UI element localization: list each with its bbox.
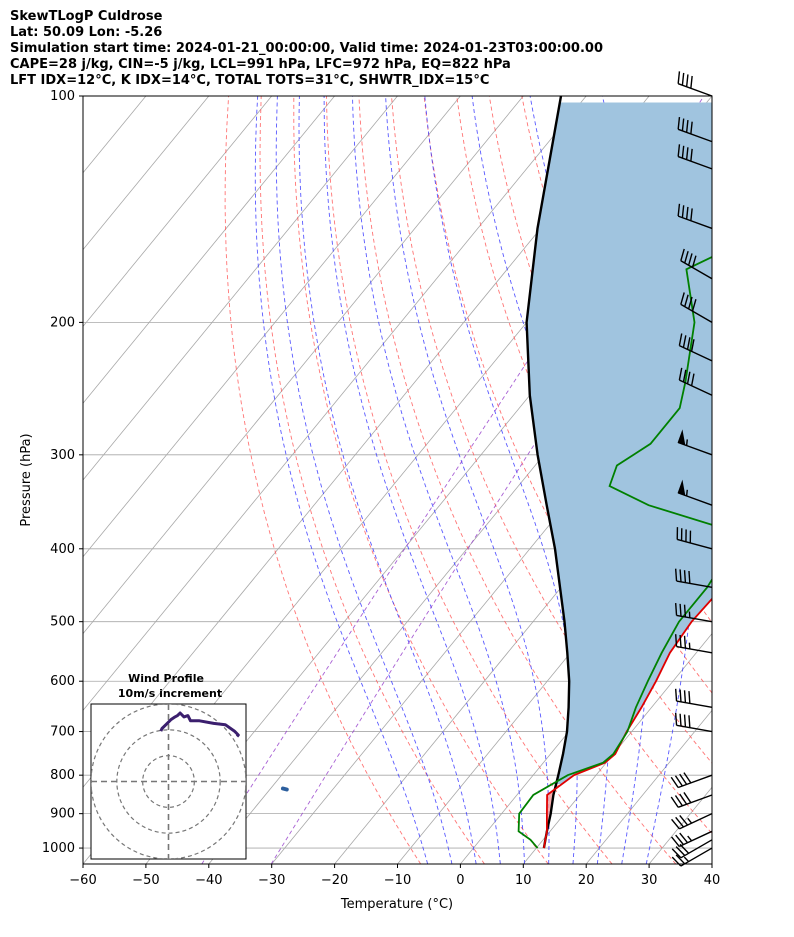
wind-barb xyxy=(676,527,713,550)
wind-barb xyxy=(677,71,713,97)
cin-area xyxy=(543,784,561,849)
dry-adiabat-line xyxy=(423,96,712,764)
index-line: LFT IDX=12°C, K IDX=14°C, TOTAL TOTS=31°… xyxy=(10,73,490,88)
hodograph-plot xyxy=(91,704,246,859)
isotherm-line xyxy=(83,96,273,328)
y-tick-label: 800 xyxy=(50,768,75,783)
dry-adiabat-line xyxy=(391,96,712,835)
axis-ticks: −60 −50 −40 −30 −20 −10 0 10 20 30 40 1000 900 800 700… xyxy=(42,89,720,888)
moist-adiabat-line xyxy=(254,96,429,864)
isotherm-line xyxy=(83,96,587,712)
wind-barb xyxy=(671,813,713,830)
isotherm-line xyxy=(711,863,712,864)
wind-barb xyxy=(671,847,713,867)
isotherm-line xyxy=(83,96,524,635)
time-line: Simulation start time: 2024-01-21_00:00:… xyxy=(10,41,603,56)
wind-barb xyxy=(674,568,713,588)
hodograph-subtitle: 10m/s increment xyxy=(118,687,222,700)
isotherm-line xyxy=(208,248,712,864)
isotherm-line xyxy=(522,632,712,864)
wind-barb xyxy=(677,116,713,143)
x-tick-label: −60 xyxy=(69,873,96,888)
y-tick-label: 100 xyxy=(50,89,75,104)
wind-barb xyxy=(678,333,713,362)
chart-title: SkewTLogP Culdrose xyxy=(10,9,163,24)
y-tick-label: 1000 xyxy=(42,841,75,856)
profile-lines xyxy=(517,96,712,849)
x-tick-label: 10 xyxy=(515,873,532,888)
y-tick-label: 200 xyxy=(50,315,75,330)
parcel-profile-line xyxy=(525,96,571,849)
moist-adiabat-line xyxy=(352,96,525,864)
x-tick-label: 20 xyxy=(578,873,595,888)
moist-adiabat-line xyxy=(385,96,550,864)
x-tick-label: −10 xyxy=(384,873,411,888)
wind-barb xyxy=(671,839,713,859)
hodograph-inset: Wind Profile 10m/s increment xyxy=(90,672,289,860)
wind-barb xyxy=(677,144,713,170)
wind-barb xyxy=(674,712,713,733)
x-tick-label: 30 xyxy=(641,873,658,888)
isotherm-line xyxy=(585,709,712,864)
location-line: Lat: 50.09 Lon: -5.26 xyxy=(10,25,163,40)
moist-adiabat-line xyxy=(275,96,453,864)
x-tick-label: −30 xyxy=(258,873,285,888)
isotherm-line xyxy=(271,325,712,864)
cape-line: CAPE=28 j/kg, CIN=-5 j/kg, LCL=991 hPa, … xyxy=(10,57,511,72)
x-tick-label: −50 xyxy=(132,873,159,888)
wind-barb xyxy=(674,688,713,709)
wind-barb xyxy=(680,292,713,324)
x-tick-label: −20 xyxy=(321,873,348,888)
y-tick-label: 500 xyxy=(50,615,75,630)
x-tick-label: 40 xyxy=(704,873,721,888)
hodograph-surface-marker xyxy=(280,786,289,792)
dry-adiabat-line xyxy=(259,96,485,864)
dry-adiabat-line xyxy=(224,96,422,864)
isotherm-line xyxy=(83,96,398,481)
moist-adiabat-line xyxy=(298,96,477,864)
wind-barb xyxy=(680,248,713,280)
hodograph-trace xyxy=(159,711,240,738)
wind-barb xyxy=(677,479,713,506)
y-tick-label: 400 xyxy=(50,542,75,557)
wind-barb xyxy=(670,772,713,789)
isotherm-line xyxy=(83,96,210,251)
wind-barb xyxy=(677,429,713,456)
temperature-line xyxy=(543,597,712,849)
wind-barb xyxy=(671,830,713,848)
x-tick-label: −40 xyxy=(195,873,222,888)
cape-cin-fill xyxy=(526,102,712,849)
wind-barb xyxy=(678,367,713,396)
y-tick-label: 700 xyxy=(50,725,75,740)
wind-barb xyxy=(674,603,713,623)
y-tick-label: 300 xyxy=(50,448,75,463)
x-tick-label: 0 xyxy=(456,873,464,888)
wind-barb xyxy=(677,203,713,230)
wind-barb xyxy=(670,792,713,808)
isotherm-line xyxy=(397,479,712,864)
dry-adiabat-line xyxy=(358,96,677,864)
y-tick-label: 600 xyxy=(50,674,75,689)
hodograph-title: Wind Profile xyxy=(128,672,204,685)
dry-adiabat-line xyxy=(325,96,613,864)
moist-adiabat-line xyxy=(323,96,501,864)
y-axis-label: Pressure (hPa) xyxy=(19,433,34,526)
dry-adiabat-line xyxy=(293,96,549,864)
isotherm-line xyxy=(83,96,335,404)
wind-barb xyxy=(674,634,713,654)
y-tick-label: 900 xyxy=(50,807,75,822)
wind-barbs xyxy=(670,71,713,867)
isotherm-line xyxy=(83,96,461,558)
cape-area xyxy=(526,102,712,784)
dewpoint-line xyxy=(517,256,712,849)
x-axis-label: Temperature (°C) xyxy=(340,897,453,912)
